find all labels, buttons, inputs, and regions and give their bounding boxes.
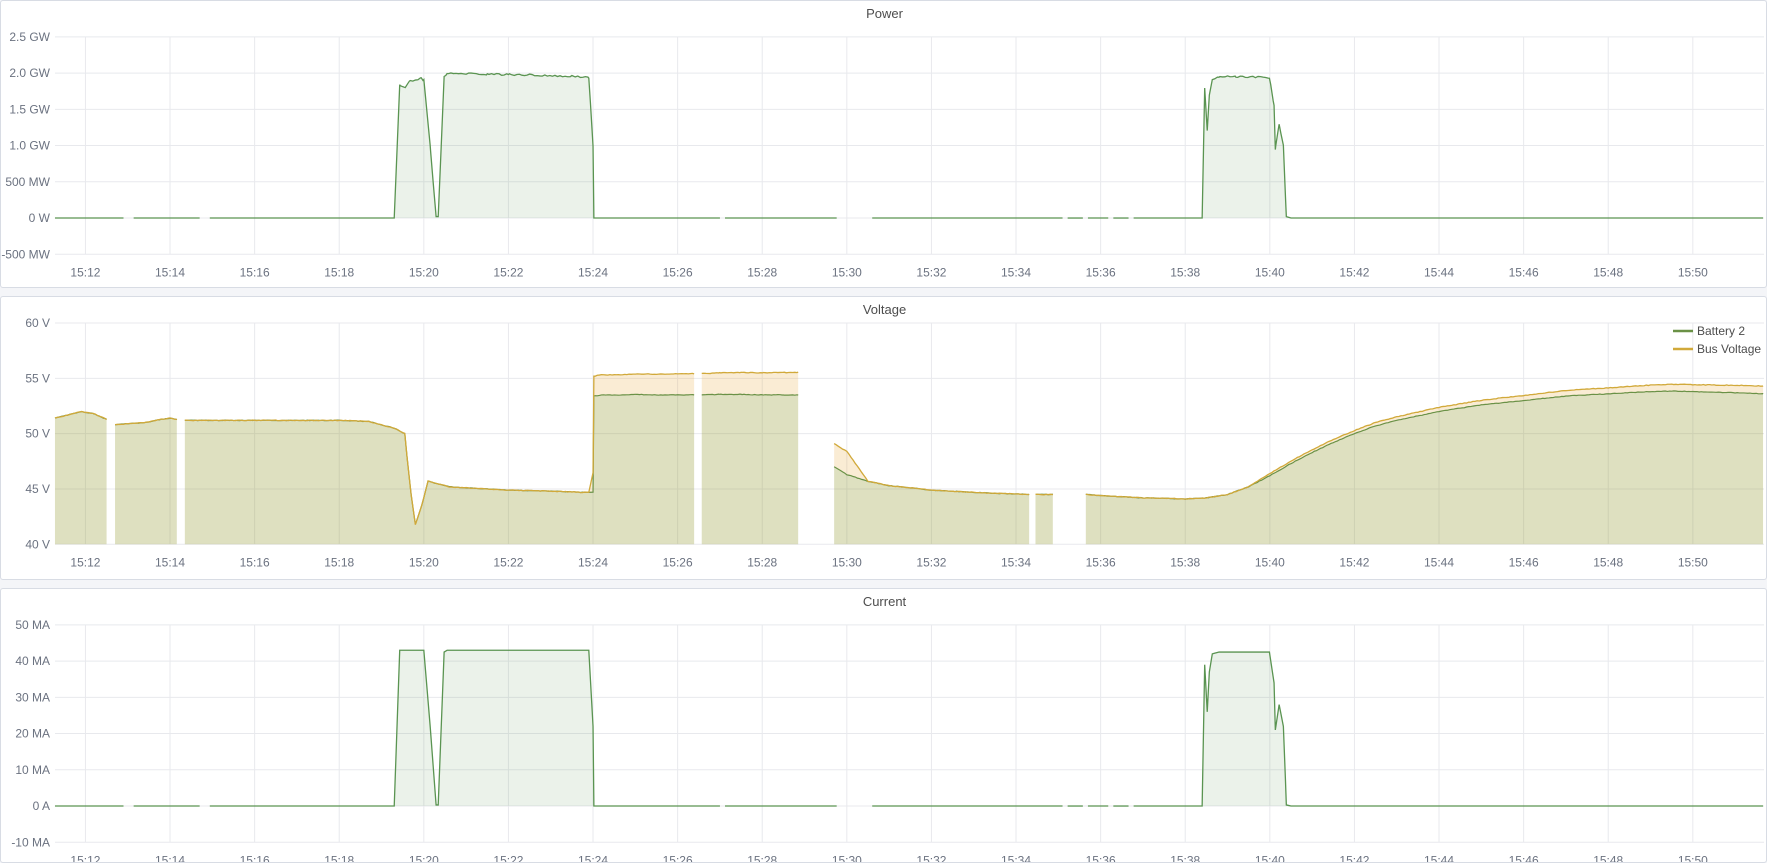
svg-text:40 V: 40 V (25, 537, 50, 551)
svg-text:0 A: 0 A (33, 799, 50, 813)
svg-text:500 MW: 500 MW (5, 175, 50, 189)
svg-text:15:46: 15:46 (1509, 555, 1539, 569)
svg-text:15:36: 15:36 (1086, 853, 1116, 863)
svg-text:15:18: 15:18 (324, 853, 354, 863)
svg-text:15:38: 15:38 (1170, 265, 1200, 279)
svg-text:15:48: 15:48 (1593, 265, 1623, 279)
svg-text:15:40: 15:40 (1255, 555, 1285, 569)
svg-text:50 MA: 50 MA (15, 618, 50, 632)
svg-text:15:24: 15:24 (578, 853, 608, 863)
svg-text:15:12: 15:12 (70, 265, 100, 279)
svg-text:2.5 GW: 2.5 GW (9, 30, 50, 44)
svg-text:Battery 2: Battery 2 (1697, 324, 1745, 338)
svg-text:15:40: 15:40 (1255, 853, 1285, 863)
svg-text:15:40: 15:40 (1255, 265, 1285, 279)
svg-text:15:20: 15:20 (409, 853, 439, 863)
svg-text:15:50: 15:50 (1678, 853, 1708, 863)
svg-text:1.5 GW: 1.5 GW (9, 102, 50, 116)
svg-text:30 MA: 30 MA (15, 690, 50, 704)
svg-text:15:18: 15:18 (324, 555, 354, 569)
svg-text:15:38: 15:38 (1170, 555, 1200, 569)
svg-text:15:28: 15:28 (747, 265, 777, 279)
svg-text:15:44: 15:44 (1424, 265, 1454, 279)
svg-text:15:32: 15:32 (916, 555, 946, 569)
svg-text:15:48: 15:48 (1593, 555, 1623, 569)
svg-text:15:32: 15:32 (916, 265, 946, 279)
svg-text:Power: Power (866, 6, 904, 21)
svg-text:15:36: 15:36 (1086, 265, 1116, 279)
svg-text:15:18: 15:18 (324, 265, 354, 279)
svg-text:1.0 GW: 1.0 GW (9, 139, 50, 153)
svg-text:15:14: 15:14 (155, 265, 185, 279)
svg-text:15:20: 15:20 (409, 555, 439, 569)
svg-text:15:26: 15:26 (663, 853, 693, 863)
svg-text:15:50: 15:50 (1678, 555, 1708, 569)
svg-text:2.0 GW: 2.0 GW (9, 66, 50, 80)
svg-text:15:38: 15:38 (1170, 853, 1200, 863)
svg-text:15:34: 15:34 (1001, 555, 1031, 569)
svg-text:15:16: 15:16 (240, 853, 270, 863)
svg-text:15:26: 15:26 (663, 265, 693, 279)
svg-text:15:36: 15:36 (1086, 555, 1116, 569)
svg-text:45 V: 45 V (25, 482, 50, 496)
svg-text:15:42: 15:42 (1339, 555, 1369, 569)
svg-text:15:30: 15:30 (832, 853, 862, 863)
svg-text:15:44: 15:44 (1424, 555, 1454, 569)
svg-text:15:34: 15:34 (1001, 853, 1031, 863)
svg-text:15:30: 15:30 (832, 555, 862, 569)
svg-text:15:46: 15:46 (1509, 853, 1539, 863)
svg-text:0 W: 0 W (29, 211, 51, 225)
svg-text:15:12: 15:12 (70, 853, 100, 863)
svg-text:15:42: 15:42 (1339, 265, 1369, 279)
svg-text:15:26: 15:26 (663, 555, 693, 569)
svg-text:15:22: 15:22 (493, 265, 523, 279)
svg-text:40 MA: 40 MA (15, 654, 50, 668)
svg-text:15:16: 15:16 (240, 555, 270, 569)
svg-text:50 V: 50 V (25, 427, 50, 441)
svg-text:15:34: 15:34 (1001, 265, 1031, 279)
svg-text:15:14: 15:14 (155, 853, 185, 863)
svg-text:15:20: 15:20 (409, 265, 439, 279)
svg-text:55 V: 55 V (25, 371, 50, 385)
svg-text:Current: Current (863, 594, 907, 609)
svg-text:15:28: 15:28 (747, 853, 777, 863)
svg-text:15:46: 15:46 (1509, 265, 1539, 279)
svg-text:15:12: 15:12 (70, 555, 100, 569)
svg-text:60 V: 60 V (25, 316, 50, 330)
svg-text:15:42: 15:42 (1339, 853, 1369, 863)
svg-text:15:44: 15:44 (1424, 853, 1454, 863)
svg-text:15:16: 15:16 (240, 265, 270, 279)
svg-text:-10 MA: -10 MA (11, 835, 50, 849)
svg-text:15:24: 15:24 (578, 555, 608, 569)
svg-text:15:28: 15:28 (747, 555, 777, 569)
svg-text:15:22: 15:22 (493, 853, 523, 863)
svg-text:15:14: 15:14 (155, 555, 185, 569)
svg-text:15:30: 15:30 (832, 265, 862, 279)
svg-text:-500 MW: -500 MW (1, 247, 50, 261)
svg-text:15:32: 15:32 (916, 853, 946, 863)
svg-text:10 MA: 10 MA (15, 763, 50, 777)
svg-text:20 MA: 20 MA (15, 727, 50, 741)
svg-text:Voltage: Voltage (863, 302, 906, 317)
svg-text:Bus Voltage: Bus Voltage (1697, 342, 1761, 356)
svg-text:15:22: 15:22 (493, 555, 523, 569)
svg-text:15:50: 15:50 (1678, 265, 1708, 279)
svg-text:15:48: 15:48 (1593, 853, 1623, 863)
svg-text:15:24: 15:24 (578, 265, 608, 279)
